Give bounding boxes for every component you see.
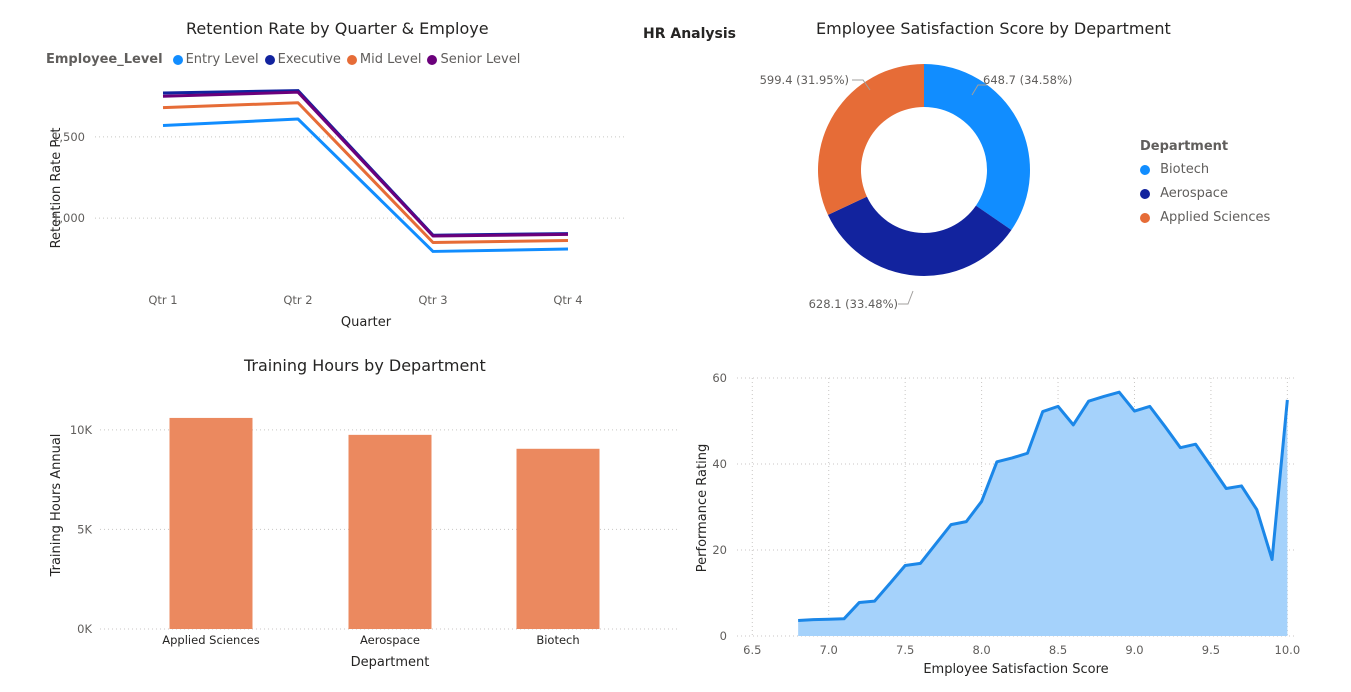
x-tick-label: 8.0 (972, 643, 990, 657)
series-line (162, 90, 569, 238)
x-tick-label: 7.5 (896, 643, 914, 657)
x-tick-label: Qtr 3 (418, 293, 447, 307)
x-tick-label: 8.5 (1049, 643, 1067, 657)
y-tick-label: 1,500 (52, 130, 85, 144)
line-y-axis-title: Retention Rate Pct (49, 128, 64, 249)
y-tick-label: 1,000 (52, 211, 85, 225)
legend-dot (172, 54, 183, 65)
leader-line (898, 290, 914, 305)
donut-legend-title: Department (1140, 139, 1229, 154)
legend-dot (1140, 188, 1150, 199)
y-tick-label: 5K (77, 522, 92, 536)
x-tick-label: Qtr 2 (283, 293, 312, 307)
legend-label: Senior Level (440, 52, 521, 67)
data-label: 628.1 (33.48%) (809, 297, 898, 311)
legend-item-executive[interactable]: Executive (264, 52, 341, 67)
legend-item-applied-sciences[interactable]: Applied Sciences (1140, 210, 1270, 225)
x-tick-label: 7.0 (820, 643, 838, 657)
legend-label: Executive (277, 52, 341, 67)
legend-dot (264, 54, 275, 65)
legend-item-senior-level[interactable]: Senior Level (427, 52, 520, 67)
y-tick-label: 20 (712, 543, 727, 557)
donut-slice (818, 64, 924, 215)
bar-chart-title: Training Hours by Department (244, 356, 486, 375)
bar (516, 448, 600, 629)
area-x-axis-title: Employee Satisfaction Score (923, 662, 1108, 677)
x-tick-label: 9.0 (1125, 643, 1143, 657)
x-tick-label: Aerospace (360, 633, 420, 647)
line-x-axis-title: Quarter (341, 315, 392, 330)
bar (169, 417, 253, 629)
area-fill (798, 392, 1288, 636)
legend-item-aerospace[interactable]: Aerospace (1140, 186, 1270, 201)
legend-dot (427, 54, 438, 65)
bar-y-axis-title: Training Hours Annual (49, 434, 64, 578)
x-tick-label: Qtr 1 (148, 293, 177, 307)
line-chart-title: Retention Rate by Quarter & Employe (186, 19, 489, 38)
leader-line (971, 84, 987, 96)
legend-label: Applied Sciences (1160, 210, 1271, 225)
legend-dot (346, 54, 357, 65)
area-y-axis-title: Performance Rating (695, 444, 710, 572)
legend-item-entry-level[interactable]: Entry Level (172, 52, 259, 67)
donut-legend: Department Biotech Aerospace Applied Sci… (1140, 139, 1270, 234)
data-label: 648.7 (34.58%) (983, 73, 1072, 87)
data-label: 599.4 (31.95%) (760, 73, 849, 87)
line-legend-title: Employee_Level (46, 52, 163, 67)
y-tick-label: 0 (720, 629, 727, 643)
legend-item-biotech[interactable]: Biotech (1140, 162, 1270, 177)
y-tick-label: 10K (70, 423, 93, 437)
y-tick-label: 40 (712, 457, 727, 471)
legend-label: Biotech (1160, 162, 1210, 177)
line-chart-legend: Employee_Level Entry Level Executive Mid… (46, 52, 520, 67)
series-line (798, 390, 1289, 623)
donut-slice (827, 196, 1012, 276)
y-tick-label: 60 (712, 371, 727, 385)
x-tick-label: Applied Sciences (162, 633, 259, 647)
x-tick-label: Biotech (536, 633, 579, 647)
bar (348, 434, 432, 629)
x-tick-label: 9.5 (1202, 643, 1220, 657)
legend-label: Entry Level (185, 52, 259, 67)
donut-chart-title: Employee Satisfaction Score by Departmen… (816, 19, 1171, 38)
x-tick-label: Qtr 4 (553, 293, 582, 307)
page-title: HR Analysis (643, 26, 737, 42)
legend-item-mid-level[interactable]: Mid Level (346, 52, 422, 67)
x-tick-label: 10.0 (1275, 643, 1301, 657)
area-chart: 0 20 40 60 6.5 7.0 7.5 8.0 8.5 9.0 9.5 10.0 Performa… (695, 371, 1301, 677)
donut-chart: 648.7 (34.58%) 628.1 (33.48%) 599.4 (31.95… (760, 64, 1072, 311)
legend-label: Aerospace (1160, 186, 1228, 201)
legend-dot (1140, 212, 1150, 223)
bar-chart: Training Hours Annual Department 0K 5K 10K… (49, 417, 680, 670)
series-line (162, 117, 569, 253)
donut-slice (924, 64, 1030, 230)
line-chart: Retention Rate Pct Quarter 1,000 1,500 Qtr… (49, 89, 625, 330)
legend-label: Mid Level (359, 52, 422, 67)
series-line (162, 101, 569, 244)
legend-dot (1140, 164, 1150, 175)
x-tick-label: 6.5 (743, 643, 761, 657)
leader-line (852, 79, 871, 91)
bar-x-axis-title: Department (351, 655, 430, 670)
y-tick-label: 0K (77, 622, 92, 636)
